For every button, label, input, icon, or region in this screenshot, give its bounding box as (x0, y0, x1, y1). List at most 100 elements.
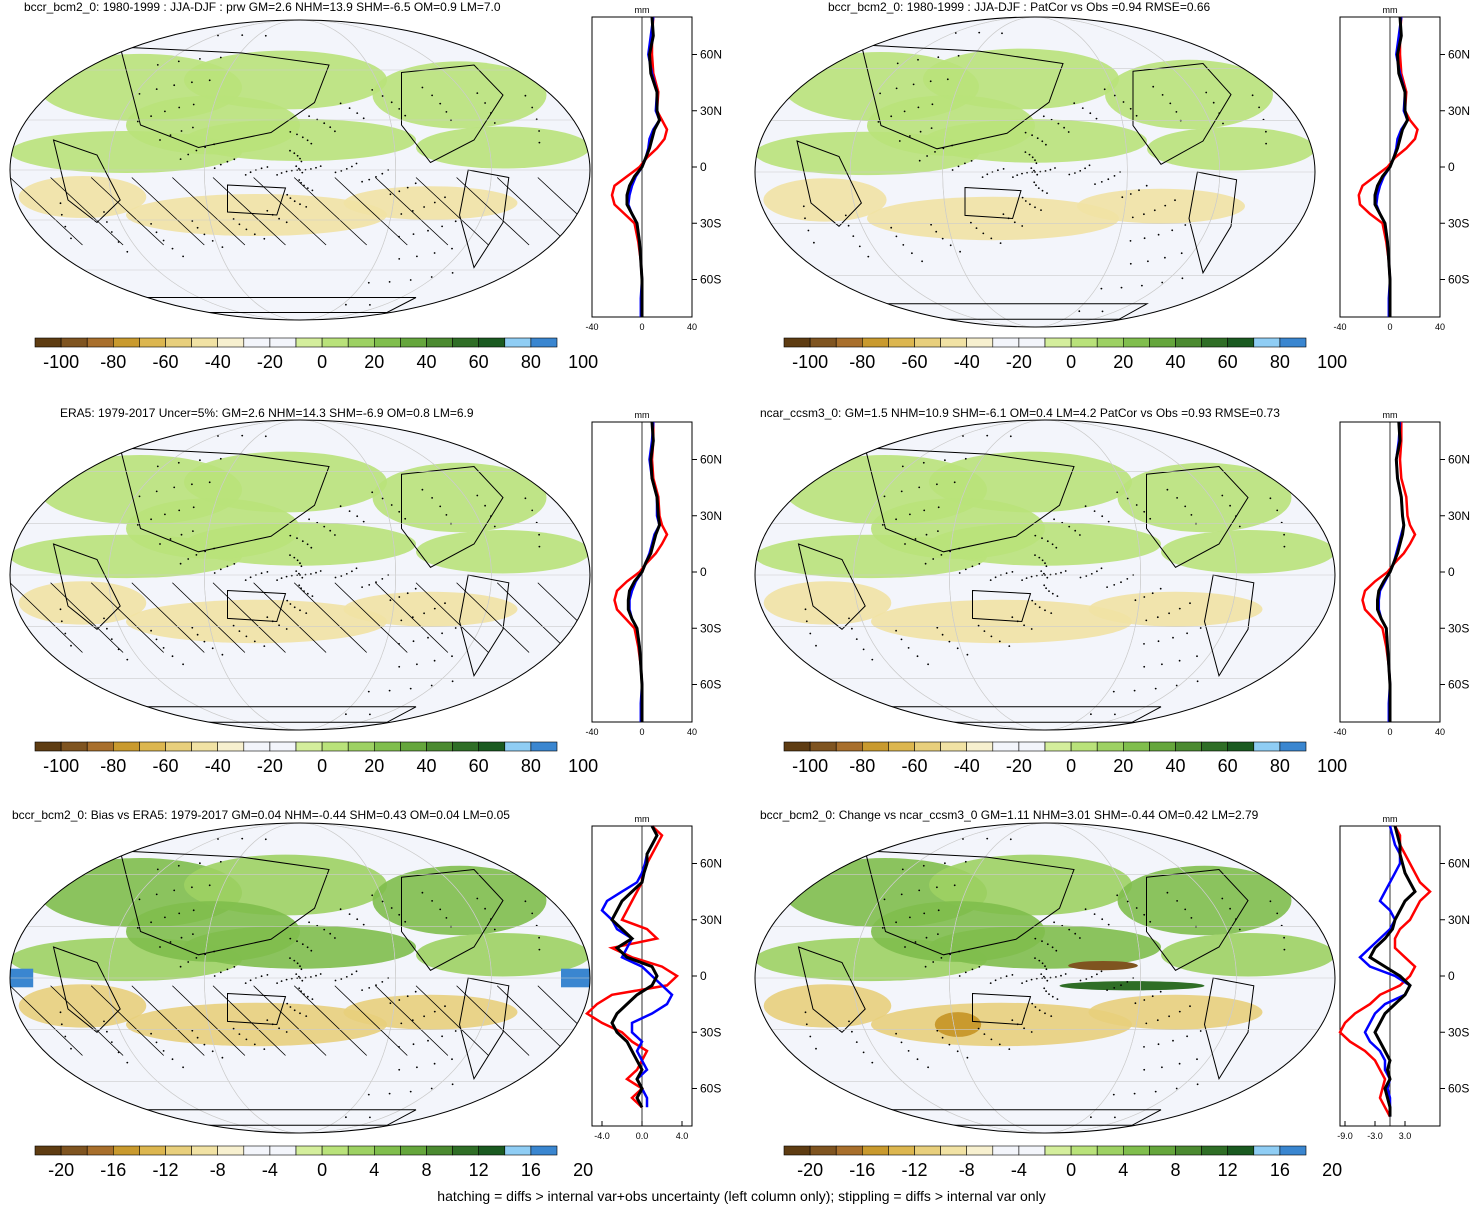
stipple-dot (306, 543, 309, 546)
stipple-dot (412, 1043, 415, 1046)
stipple-dot (389, 599, 392, 602)
stipple-dot (444, 602, 446, 605)
stipple-dot (1156, 1019, 1159, 1022)
hatch-line (456, 177, 530, 246)
stipple-dot (1023, 624, 1025, 627)
stipple-dot (323, 928, 326, 931)
x-tick-label: 40 (687, 322, 697, 332)
stipple-dot (531, 106, 534, 109)
hatch-line (415, 582, 489, 653)
stipple-dot (998, 1043, 1001, 1046)
stipple-dot (852, 235, 855, 238)
stipple-dot (179, 158, 182, 161)
stipple-dot (1045, 968, 1048, 971)
stipple-dot (445, 111, 448, 113)
stipple-dot (1161, 281, 1164, 284)
stipple-dot (1186, 1035, 1188, 1038)
stipple-dot (398, 596, 401, 598)
stipple-dot (208, 884, 211, 887)
stipple-dot (110, 638, 113, 640)
stipple-dot (171, 247, 174, 250)
stipple-dot (159, 543, 161, 545)
stipple-dot (278, 217, 280, 220)
stipple-dot (940, 957, 943, 959)
stipple-dot (404, 114, 407, 117)
stipple-dot (1218, 112, 1221, 114)
stipple-dot (411, 616, 414, 619)
stipple-dot (311, 998, 314, 1000)
stipple-dot (1090, 1116, 1092, 1119)
stipple-dot (280, 577, 283, 579)
stipple-dot (484, 102, 486, 104)
stipple-dot (1131, 216, 1134, 219)
stipple-dot (204, 146, 207, 149)
stipple-dot (1030, 167, 1033, 170)
stipple-dot (1112, 1093, 1115, 1096)
colorbar-tick-label: -20 (1006, 756, 1032, 776)
colorbar-tick-label: -4 (262, 1160, 278, 1180)
stipple-dot (1143, 1046, 1145, 1048)
stipple-dot (219, 457, 222, 460)
stipple-dot (1138, 189, 1140, 192)
stipple-dot (226, 565, 229, 568)
hatch-line (90, 985, 164, 1056)
stipple-dot (1044, 1012, 1046, 1015)
stipple-dot (192, 909, 195, 912)
map-border (9, 19, 591, 321)
stipple-dot (355, 567, 358, 570)
stipple-dot (1038, 959, 1041, 962)
stipple-dot (329, 932, 332, 935)
stipple-dot (1031, 134, 1033, 137)
hatch-line (375, 177, 449, 246)
stipple-dot (371, 894, 374, 897)
stipple-dot (171, 1058, 174, 1061)
stipple-dot (936, 483, 938, 486)
stipple-dot (1184, 908, 1187, 911)
stipple-dot (310, 976, 312, 978)
panel-title: bccr_bcm2_0: Bias vs ERA5: 1979-2017 GM=… (12, 808, 510, 822)
coastline (1203, 574, 1255, 678)
stipple-dot (924, 562, 927, 565)
stipple-dot (918, 889, 921, 892)
stipple-dot (1238, 928, 1241, 931)
colorbar-tick-label: -20 (1006, 352, 1032, 372)
stipple-dot (411, 1019, 414, 1022)
coastline (119, 850, 330, 956)
stipple-dot (1096, 570, 1098, 573)
stipple-dot (221, 653, 224, 656)
stipple-dot (1050, 1015, 1053, 1017)
stipple-dot (285, 628, 288, 630)
stipple-dot (381, 172, 384, 175)
stipple-dot (454, 627, 457, 629)
stipple-dot (1081, 107, 1084, 109)
stipple-dot (315, 974, 317, 977)
stipple-dot (308, 921, 310, 924)
stipple-dot (1034, 1006, 1037, 1008)
stipple-dot (1120, 581, 1122, 584)
stipple-dot (918, 486, 921, 489)
stipple-dot (1079, 576, 1082, 579)
stipple-dot (476, 897, 479, 900)
stipple-dot (177, 461, 180, 464)
x-tick-label: -40 (585, 727, 598, 737)
colorbar-tick-label: -60 (901, 756, 927, 776)
stipple-dot (1101, 515, 1104, 518)
stipple-dot (951, 144, 953, 147)
positive-region (1117, 462, 1292, 533)
stipple-dot (926, 155, 928, 157)
stipple-dot (851, 1030, 853, 1033)
stipple-dot (150, 1032, 153, 1035)
coastline (401, 465, 504, 568)
colorbar-tick-label: 20 (364, 756, 384, 776)
stipple-dot (858, 245, 861, 248)
stipple-dot (871, 1061, 874, 1064)
stipple-dot (1175, 111, 1178, 113)
stipple-dot (416, 663, 418, 666)
stipple-dot (211, 1050, 214, 1053)
hatch-line (537, 985, 590, 1056)
stipple-dot (883, 495, 886, 498)
stipple-dot (1089, 112, 1092, 115)
y-tick-label: 0 (1448, 969, 1455, 983)
stipple-dot (280, 172, 283, 174)
stipple-dot (538, 948, 541, 951)
